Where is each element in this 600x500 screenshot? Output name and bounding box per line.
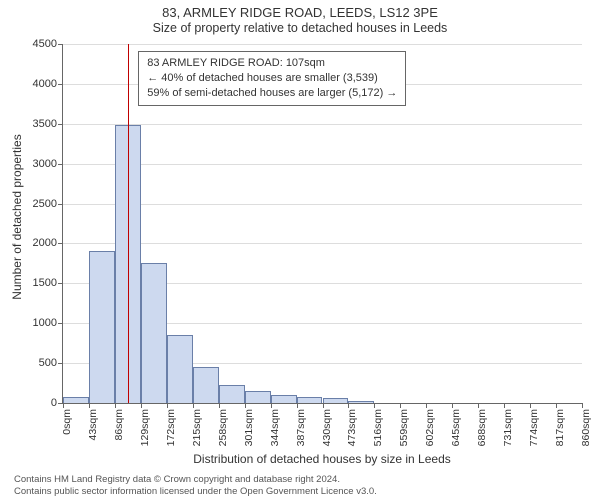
plot-area: 0500100015002000250030003500400045000sqm…: [62, 44, 582, 404]
xtick-label: 258sqm: [217, 409, 229, 446]
xtick-mark: [400, 403, 401, 408]
histogram-bar: [348, 401, 374, 403]
xtick-mark: [582, 403, 583, 408]
footer: Contains HM Land Registry data © Crown c…: [0, 474, 600, 498]
xtick-label: 645sqm: [450, 409, 462, 446]
xtick-label: 301sqm: [243, 409, 255, 446]
histogram-bar: [167, 335, 193, 403]
chart-title: 83, ARMLEY RIDGE ROAD, LEEDS, LS12 3PE: [0, 0, 600, 20]
histogram-bar: [193, 367, 219, 403]
histogram-bar: [141, 263, 167, 403]
gridline: [63, 44, 582, 45]
gridline: [63, 204, 582, 205]
histogram-bar: [89, 251, 115, 403]
histogram-bar: [245, 391, 271, 403]
histogram-bar: [297, 397, 323, 403]
xtick-mark: [115, 403, 116, 408]
ytick-label: 2500: [33, 198, 63, 210]
xtick-mark: [556, 403, 557, 408]
annotation-line: 59% of semi-detached houses are larger (…: [147, 86, 397, 101]
xtick-mark: [426, 403, 427, 408]
xtick-label: 817sqm: [554, 409, 566, 446]
chart-subtitle: Size of property relative to detached ho…: [0, 20, 600, 36]
xtick-label: 430sqm: [321, 409, 333, 446]
histogram-bar: [63, 397, 89, 403]
footer-line: Contains public sector information licen…: [14, 486, 600, 498]
xtick-mark: [348, 403, 349, 408]
ytick-label: 3500: [33, 118, 63, 130]
xtick-label: 774sqm: [528, 409, 540, 446]
xtick-mark: [141, 403, 142, 408]
xtick-label: 731sqm: [502, 409, 514, 446]
ytick-label: 1500: [33, 277, 63, 289]
xtick-label: 129sqm: [139, 409, 151, 446]
xtick-mark: [167, 403, 168, 408]
xtick-mark: [530, 403, 531, 408]
histogram-bar: [271, 395, 297, 403]
ytick-label: 3000: [33, 158, 63, 170]
xtick-label: 559sqm: [398, 409, 410, 446]
annotation-box: 83 ARMLEY RIDGE ROAD: 107sqm ← 40% of de…: [138, 51, 406, 106]
ytick-label: 2000: [33, 237, 63, 249]
x-axis-label: Distribution of detached houses by size …: [62, 452, 582, 466]
xtick-mark: [323, 403, 324, 408]
xtick-mark: [63, 403, 64, 408]
gridline: [63, 243, 582, 244]
xtick-label: 688sqm: [476, 409, 488, 446]
ytick-label: 0: [51, 397, 63, 409]
annotation-line: ← 40% of detached houses are smaller (3,…: [147, 71, 397, 86]
histogram-bar: [323, 398, 349, 403]
chart-container: 83, ARMLEY RIDGE ROAD, LEEDS, LS12 3PE S…: [0, 0, 600, 500]
xtick-mark: [374, 403, 375, 408]
ytick-label: 1000: [33, 317, 63, 329]
xtick-mark: [193, 403, 194, 408]
gridline: [63, 164, 582, 165]
gridline: [63, 124, 582, 125]
xtick-label: 43sqm: [87, 409, 99, 441]
footer-line: Contains HM Land Registry data © Crown c…: [14, 474, 600, 486]
ytick-label: 4000: [33, 78, 63, 90]
ytick-label: 500: [39, 357, 63, 369]
xtick-label: 344sqm: [269, 409, 281, 446]
xtick-label: 0sqm: [61, 409, 73, 435]
xtick-label: 387sqm: [295, 409, 307, 446]
xtick-mark: [504, 403, 505, 408]
xtick-mark: [297, 403, 298, 408]
xtick-label: 602sqm: [424, 409, 436, 446]
xtick-label: 516sqm: [372, 409, 384, 446]
histogram-bar: [219, 385, 245, 403]
xtick-mark: [478, 403, 479, 408]
annotation-line: 83 ARMLEY RIDGE ROAD: 107sqm: [147, 56, 397, 71]
xtick-mark: [89, 403, 90, 408]
y-axis-label: Number of detached properties: [10, 52, 24, 217]
xtick-label: 860sqm: [580, 409, 592, 446]
ytick-label: 4500: [33, 38, 63, 50]
xtick-label: 172sqm: [165, 409, 177, 446]
reference-line: [128, 44, 129, 403]
xtick-label: 86sqm: [113, 409, 125, 441]
xtick-label: 215sqm: [191, 409, 203, 446]
xtick-label: 473sqm: [346, 409, 358, 446]
xtick-mark: [219, 403, 220, 408]
xtick-mark: [452, 403, 453, 408]
xtick-mark: [245, 403, 246, 408]
xtick-mark: [271, 403, 272, 408]
